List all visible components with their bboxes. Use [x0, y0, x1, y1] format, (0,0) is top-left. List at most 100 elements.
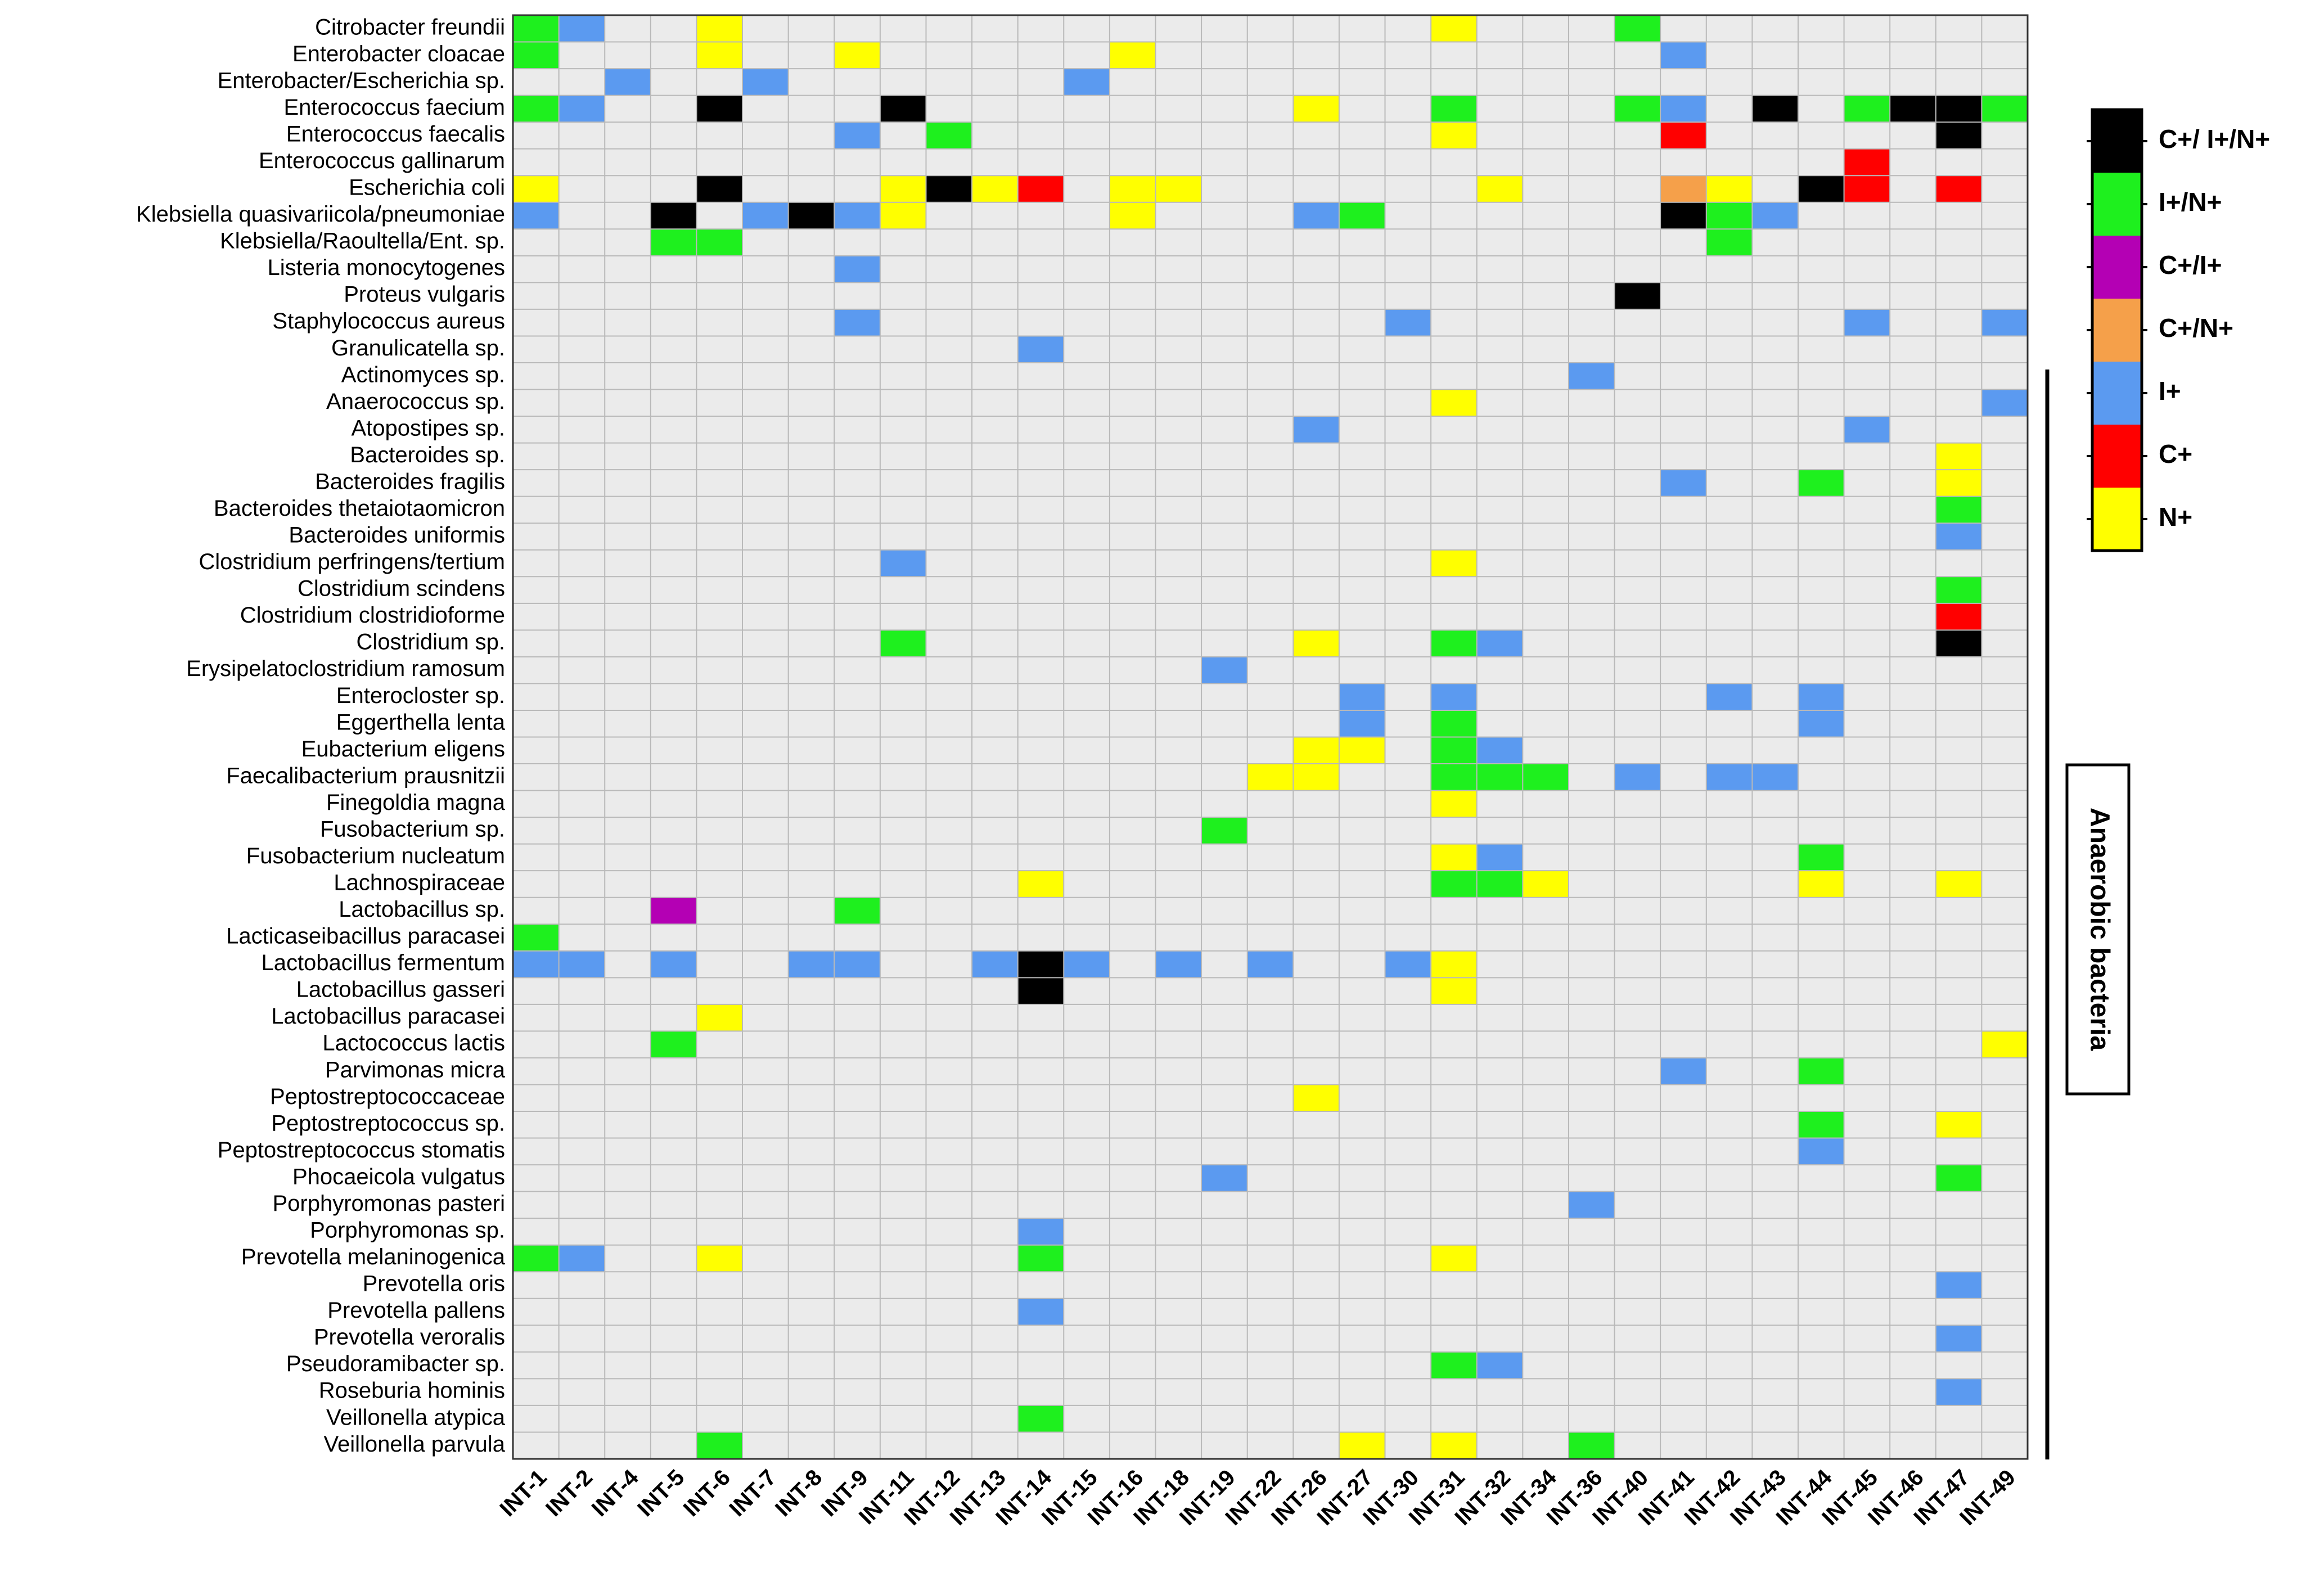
heatmap-cell-klebsiella-quasivariicola-pneumoniae-int-7 [742, 202, 789, 229]
heatmap-cell-prevotella-oris-int-47 [1935, 1272, 1982, 1299]
heatmap-border [512, 14, 2029, 1460]
row-label-peptostreptococcus-stomatis: Peptostreptococcus stomatis [218, 1138, 505, 1163]
heatmap-cell-lactobacillus-sp-int-5 [650, 897, 697, 925]
heatmap-cell-roseburia-hominis-int-47 [1935, 1378, 1982, 1405]
heatmap-cell-klebsiella-quasivariicola-pneumoniae-int-5 [650, 202, 697, 229]
heatmap-cell-escherichia-coli-int-44 [1798, 175, 1844, 202]
heatmap-cell-pseudoramibacter-sp-int-32 [1476, 1351, 1523, 1379]
heatmap-cell-enterococcus-faecium-int-1 [513, 95, 559, 123]
heatmap-cell-enterococcus-faecium-int-40 [1614, 95, 1661, 123]
legend-swatch-c [2092, 425, 2142, 488]
heatmap-cell-faecalibacterium-prausnitzii-int-34 [1523, 764, 1569, 791]
heatmap-cell-bacteroides-fragilis-int-41 [1660, 470, 1706, 497]
row-label-lactobacillus-paracasei: Lactobacillus paracasei [271, 1004, 505, 1029]
heatmap-cell-staphylococcus-aureus-int-9 [834, 309, 880, 336]
legend-swatch-i-n [2092, 173, 2142, 236]
heatmap-cell-faecalibacterium-prausnitzii-int-42 [1706, 764, 1753, 791]
row-label-fusobacterium-nucleatum: Fusobacterium nucleatum [246, 844, 505, 868]
heatmap-cell-granulicatella-sp-int-14 [1017, 336, 1064, 363]
row-label-prevotella-pallens: Prevotella pallens [327, 1298, 505, 1323]
heatmap-cell-eubacterium-eligens-int-32 [1476, 737, 1523, 764]
heatmap-cell-clostridium-sp-int-47 [1935, 630, 1982, 657]
heatmap-cell-enterococcus-faecium-int-46 [1890, 95, 1936, 123]
heatmap-cell-bacteroides-uniformis-int-47 [1935, 523, 1982, 550]
row-label-granulicatella-sp: Granulicatella sp. [331, 336, 505, 361]
heatmap-cell-enterobacter-cloacae-int-1 [513, 42, 559, 69]
heatmap-cell-clostridium-perfringens-tertium-int-31 [1431, 549, 1477, 577]
heatmap-cell-enterococcus-faecium-int-6 [696, 95, 743, 123]
heatmap-cell-actinomyces-sp-int-36 [1568, 362, 1615, 390]
heatmap-cell-klebsiella-raoultella-ent-sp-int-6 [696, 229, 743, 256]
row-label-atopostipes-sp: Atopostipes sp. [352, 416, 506, 440]
heatmap-cell-escherichia-coli-int-14 [1017, 175, 1064, 202]
heatmap-cell-klebsiella-quasivariicola-pneumoniae-int-26 [1293, 202, 1339, 229]
heatmap-cell-lactococcus-lactis-int-49 [1981, 1031, 2028, 1058]
column-label-int-5: INT-5 [633, 1465, 689, 1521]
legend-label-c-n: C+/N+ [2159, 313, 2233, 343]
heatmap-cell-enterobacter-escherichia-sp-int-4 [605, 69, 651, 96]
row-label-enterobacter-escherichia-sp: Enterobacter/Escherichia sp. [218, 68, 505, 93]
row-label-clostridium-sp: Clostridium sp. [356, 630, 505, 655]
heatmap-cell-prevotella-veroralis-int-47 [1935, 1325, 1982, 1352]
row-label-anaerococcus-sp: Anaerococcus sp. [326, 389, 505, 414]
heatmap-cell-citrobacter-freundii-int-2 [559, 15, 605, 42]
column-label-int-8: INT-8 [771, 1465, 827, 1521]
heatmap-cell-enterococcus-faecium-int-47 [1935, 95, 1982, 123]
heatmap-cell-porphyromonas-sp-int-14 [1017, 1218, 1064, 1245]
row-label-clostridium-scindens: Clostridium scindens [298, 576, 505, 601]
heatmap-cell-bacteroides-fragilis-int-47 [1935, 470, 1982, 497]
heatmap-cell-enterococcus-faecium-int-31 [1431, 95, 1477, 123]
row-label-lactobacillus-sp: Lactobacillus sp. [339, 897, 505, 922]
heatmap-cell-clostridium-sp-int-32 [1476, 630, 1523, 657]
heatmap-cell-enterococcus-faecium-int-49 [1981, 95, 2028, 123]
heatmap-cell-lactobacillus-fermentum-int-1 [513, 950, 559, 978]
legend-swatch-n [2092, 488, 2142, 551]
heatmap-cell-veillonella-parvula-int-31 [1431, 1432, 1477, 1459]
heatmap-cell-clostridium-sp-int-11 [880, 630, 926, 657]
row-label-veillonella-parvula: Veillonella parvula [324, 1432, 506, 1457]
heatmap-cell-veillonella-parvula-int-6 [696, 1432, 743, 1459]
heatmap-cell-clostridium-sp-int-26 [1293, 630, 1339, 657]
row-label-bacteroides-uniformis: Bacteroides uniformis [289, 523, 505, 548]
heatmap-cell-lactobacillus-gasseri-int-14 [1017, 977, 1064, 1004]
heatmap-cell-citrobacter-freundii-int-6 [696, 15, 743, 42]
legend-label-c-i-n: C+/ I+/N+ [2159, 124, 2270, 154]
row-label-porphyromonas-pasteri: Porphyromonas pasteri [272, 1191, 505, 1216]
heatmap-cell-eubacterium-eligens-int-26 [1293, 737, 1339, 764]
heatmap-cell-faecalibacterium-prausnitzii-int-32 [1476, 764, 1523, 791]
heatmap-cell-lactobacillus-fermentum-int-13 [972, 950, 1018, 978]
row-label-clostridium-perfringens-tertium: Clostridium perfringens/tertium [199, 549, 505, 574]
heatmap-cell-enterococcus-gallinarum-int-45 [1844, 148, 1890, 176]
row-label-enterocloster-sp: Enterocloster sp. [336, 683, 505, 708]
heatmap-cell-enterococcus-faecalis-int-41 [1660, 122, 1706, 149]
legend-swatch-i [2092, 362, 2142, 425]
row-label-lacticaseibacillus-paracasei: Lacticaseibacillus paracasei [226, 924, 505, 949]
heatmap-cell-escherichia-coli-int-42 [1706, 175, 1753, 202]
row-label-enterococcus-faecium: Enterococcus faecium [283, 95, 505, 120]
heatmap-grid [512, 14, 2029, 1460]
heatmap-cell-enterococcus-faecium-int-45 [1844, 95, 1890, 123]
heatmap-cell-staphylococcus-aureus-int-30 [1385, 309, 1431, 336]
heatmap-cell-enterocloster-sp-int-31 [1431, 683, 1477, 710]
heatmap-cell-faecalibacterium-prausnitzii-int-26 [1293, 764, 1339, 791]
heatmap-cell-bacteroides-thetaiotaomicron-int-47 [1935, 496, 1982, 524]
heatmap-cell-escherichia-coli-int-13 [972, 175, 1018, 202]
heatmap-cell-lactobacillus-fermentum-int-18 [1155, 950, 1202, 978]
row-label-lactobacillus-fermentum: Lactobacillus fermentum [261, 950, 505, 975]
row-label-lactobacillus-gasseri: Lactobacillus gasseri [296, 977, 505, 1002]
row-label-erysipelatoclostridium-ramosum: Erysipelatoclostridium ramosum [186, 656, 505, 681]
heatmap-cell-escherichia-coli-int-41 [1660, 175, 1706, 202]
heatmap-cell-lacticaseibacillus-paracasei-int-1 [513, 924, 559, 951]
heatmap-cell-eubacterium-eligens-int-31 [1431, 737, 1477, 764]
heatmap-cell-enterobacter-cloacae-int-6 [696, 42, 743, 69]
anaerobic-bracket: Anaerobic bacteria [2045, 370, 2131, 1459]
heatmap-cell-escherichia-coli-int-11 [880, 175, 926, 202]
heatmap-cell-lactococcus-lactis-int-5 [650, 1031, 697, 1058]
heatmap-cell-klebsiella-quasivariicola-pneumoniae-int-1 [513, 202, 559, 229]
heatmap-cell-lactobacillus-sp-int-9 [834, 897, 880, 925]
heatmap-cell-lactobacillus-fermentum-int-5 [650, 950, 697, 978]
heatmap-cell-prevotella-melaninogenica-int-6 [696, 1245, 743, 1272]
heatmap-cell-lachnospiraceae-int-14 [1017, 871, 1064, 898]
heatmap-cell-listeria-monocytogenes-int-9 [834, 255, 880, 283]
row-label-finegoldia-magna: Finegoldia magna [326, 790, 506, 815]
